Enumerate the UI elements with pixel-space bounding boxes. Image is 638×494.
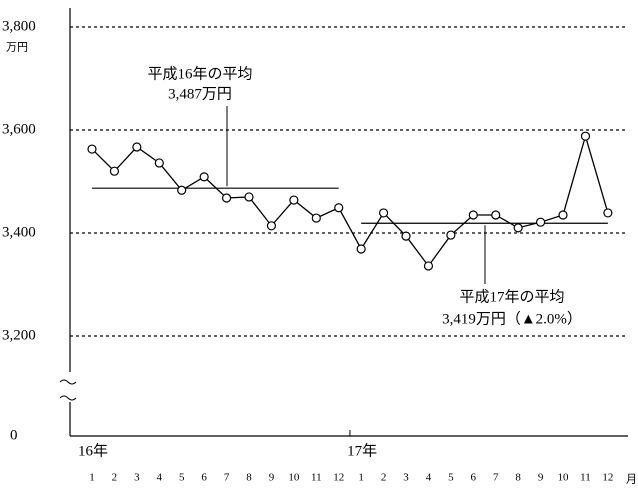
x-tick-label: 1: [358, 472, 364, 484]
x-tick-label: 2: [112, 472, 118, 484]
y-tick-label: 3,600: [2, 121, 36, 137]
x-tick-label: 4: [157, 472, 163, 484]
y-unit: 万円: [6, 42, 28, 54]
data-point: [266, 221, 277, 231]
y-tick-label: 3,800: [2, 18, 36, 34]
annotation-value: 3,419万円（▲2.0%）: [442, 310, 582, 327]
x-tick-label: 8: [246, 472, 252, 484]
x-tick-label: 9: [538, 472, 544, 484]
year-label: 17年: [347, 442, 377, 459]
x-tick-label: 1: [89, 472, 95, 484]
x-tick-label: 5: [179, 472, 185, 484]
x-tick-label: 9: [269, 472, 275, 484]
x-tick-label: 12: [333, 472, 344, 484]
data-point: [334, 203, 344, 213]
x-tick-label: 7: [224, 472, 230, 484]
year-label: 16年: [78, 442, 108, 459]
data-point: [446, 230, 456, 240]
x-unit: 月: [626, 474, 637, 486]
x-tick-label: 3: [134, 472, 140, 484]
data-point: [244, 192, 254, 202]
annotation-value: 3,487万円: [168, 86, 232, 102]
data-point: [513, 223, 523, 233]
x-tick-label: 3: [403, 472, 409, 484]
data-point: [87, 144, 97, 154]
data-point: [132, 142, 142, 152]
x-tick-label: 12: [602, 472, 613, 484]
data-point: [221, 193, 232, 203]
data-point: [491, 210, 501, 220]
data-point: [154, 158, 164, 168]
x-tick-label: 5: [448, 472, 454, 484]
data-point: [311, 213, 321, 223]
data-point: [356, 244, 366, 254]
x-tick-label: 4: [426, 472, 432, 484]
x-tick-label: 11: [311, 472, 322, 484]
data-point: [109, 166, 120, 176]
y-tick-label: 0: [10, 427, 18, 443]
data-point: [401, 231, 411, 241]
x-tick-label: 6: [471, 472, 477, 484]
x-tick-label: 10: [288, 472, 300, 484]
x-tick-label: 7: [493, 472, 499, 484]
data-point: [580, 131, 591, 141]
data-line: [91, 133, 609, 268]
x-tick-label: 11: [580, 472, 591, 484]
x-tick-label: 8: [515, 472, 521, 484]
y-tick-label: 3,200: [2, 327, 36, 343]
data-point: [378, 208, 389, 218]
axis-break: [59, 379, 77, 401]
data-point: [468, 210, 478, 220]
x-tick-label: 6: [201, 472, 207, 484]
data-point: [423, 261, 434, 271]
annotation-title: 平成17年の平均: [459, 288, 564, 305]
data-point: [289, 195, 299, 205]
x-tick-label: 10: [558, 472, 570, 484]
x-tick-label: 2: [381, 472, 387, 484]
data-point: [603, 208, 613, 218]
data-point: [535, 217, 546, 227]
y-tick-label: 3,400: [2, 224, 36, 240]
annotation-title: 平成16年の平均: [147, 65, 252, 82]
data-point: [558, 210, 568, 220]
data-point: [177, 185, 187, 195]
data-point: [199, 172, 209, 182]
